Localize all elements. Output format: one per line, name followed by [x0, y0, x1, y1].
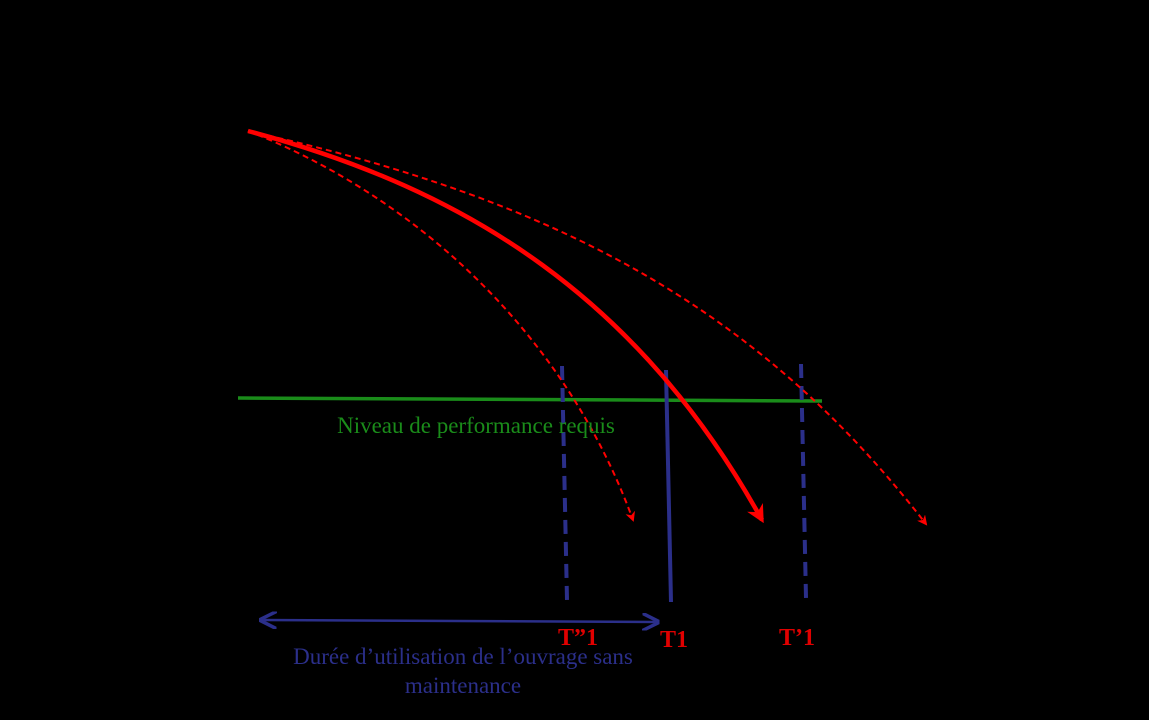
duration-label-line1: Durée d’utilisation de l’ouvrage sans [293, 644, 633, 669]
degradation-curve-fast [247, 130, 635, 522]
required-level-line [237, 396, 823, 403]
marker-line-t-nominal [664, 369, 673, 603]
required-level-label: Niveau de performance requis [337, 413, 615, 438]
marker-line-t-second [560, 365, 569, 601]
duration-label-line2: maintenance [405, 673, 521, 698]
time-label-t-prime: T’1 [779, 625, 815, 651]
marker-line-t-prime [799, 363, 808, 599]
degradation-curve-nominal [247, 128, 764, 524]
degradation-curve-slow [247, 130, 928, 526]
duration-arrow [261, 620, 658, 622]
time-label-t-nominal: T1 [660, 627, 688, 653]
